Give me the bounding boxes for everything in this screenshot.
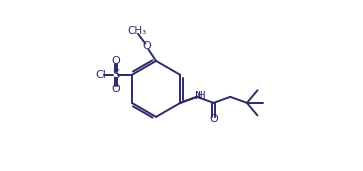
Text: H: H xyxy=(198,91,205,101)
Text: N: N xyxy=(195,91,203,101)
Text: CH₃: CH₃ xyxy=(127,26,146,36)
Text: O: O xyxy=(111,56,121,66)
Text: O: O xyxy=(142,41,151,51)
Text: O: O xyxy=(111,84,121,94)
Text: Cl: Cl xyxy=(95,70,106,80)
Text: S: S xyxy=(112,68,120,81)
Text: O: O xyxy=(209,114,218,124)
